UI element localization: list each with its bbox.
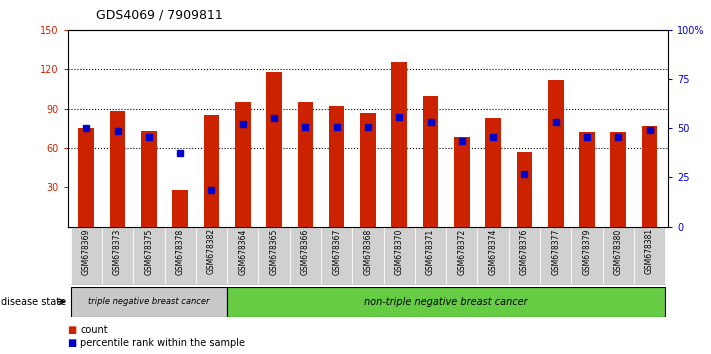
Text: GSM678376: GSM678376 — [520, 228, 529, 275]
Bar — [297, 102, 313, 227]
Text: GSM678366: GSM678366 — [301, 228, 310, 275]
FancyBboxPatch shape — [133, 227, 164, 285]
FancyBboxPatch shape — [540, 227, 572, 285]
Bar — [235, 102, 250, 227]
Text: GSM678374: GSM678374 — [488, 228, 498, 275]
FancyBboxPatch shape — [603, 227, 634, 285]
Text: percentile rank within the sample: percentile rank within the sample — [80, 338, 245, 348]
FancyBboxPatch shape — [352, 227, 384, 285]
Text: GSM678370: GSM678370 — [395, 228, 404, 275]
Bar — [78, 128, 94, 227]
Text: ■: ■ — [68, 325, 77, 335]
Bar — [203, 115, 219, 227]
Text: disease state: disease state — [1, 297, 67, 307]
Text: GSM678371: GSM678371 — [426, 228, 435, 275]
Text: GSM678379: GSM678379 — [582, 228, 592, 275]
FancyBboxPatch shape — [164, 227, 196, 285]
Text: GSM678377: GSM678377 — [551, 228, 560, 275]
FancyBboxPatch shape — [70, 227, 102, 285]
Text: GSM678382: GSM678382 — [207, 228, 216, 274]
FancyBboxPatch shape — [415, 227, 447, 285]
FancyBboxPatch shape — [509, 227, 540, 285]
Text: GSM678369: GSM678369 — [82, 228, 91, 275]
Text: triple negative breast cancer: triple negative breast cancer — [88, 297, 210, 306]
FancyBboxPatch shape — [384, 227, 415, 285]
Bar — [517, 152, 533, 227]
Bar — [579, 132, 595, 227]
Text: GSM678365: GSM678365 — [269, 228, 279, 275]
Text: GDS4069 / 7909811: GDS4069 / 7909811 — [96, 9, 223, 22]
FancyBboxPatch shape — [572, 227, 603, 285]
Bar — [423, 96, 439, 227]
FancyBboxPatch shape — [196, 227, 227, 285]
Text: GSM678380: GSM678380 — [614, 228, 623, 275]
Text: GSM678373: GSM678373 — [113, 228, 122, 275]
FancyBboxPatch shape — [227, 287, 665, 317]
Bar — [328, 106, 344, 227]
FancyBboxPatch shape — [102, 227, 133, 285]
Bar — [172, 190, 188, 227]
FancyBboxPatch shape — [258, 227, 289, 285]
FancyBboxPatch shape — [447, 227, 478, 285]
FancyBboxPatch shape — [634, 227, 665, 285]
FancyBboxPatch shape — [478, 227, 509, 285]
FancyBboxPatch shape — [227, 227, 258, 285]
Text: GSM678375: GSM678375 — [144, 228, 154, 275]
Bar — [548, 80, 564, 227]
Bar — [611, 132, 626, 227]
Bar — [454, 137, 470, 227]
FancyBboxPatch shape — [70, 287, 227, 317]
Text: GSM678381: GSM678381 — [645, 228, 654, 274]
Text: GSM678372: GSM678372 — [457, 228, 466, 275]
Bar — [109, 111, 125, 227]
Text: count: count — [80, 325, 108, 335]
Text: ■: ■ — [68, 338, 77, 348]
Text: GSM678364: GSM678364 — [238, 228, 247, 275]
Bar — [642, 126, 658, 227]
Text: GSM678378: GSM678378 — [176, 228, 185, 275]
Text: GSM678368: GSM678368 — [363, 228, 373, 275]
FancyBboxPatch shape — [321, 227, 352, 285]
FancyBboxPatch shape — [289, 227, 321, 285]
Bar — [392, 62, 407, 227]
Bar — [360, 113, 376, 227]
Bar — [141, 131, 156, 227]
Bar — [266, 72, 282, 227]
Bar — [486, 118, 501, 227]
Text: GSM678367: GSM678367 — [332, 228, 341, 275]
Text: non-triple negative breast cancer: non-triple negative breast cancer — [364, 297, 528, 307]
